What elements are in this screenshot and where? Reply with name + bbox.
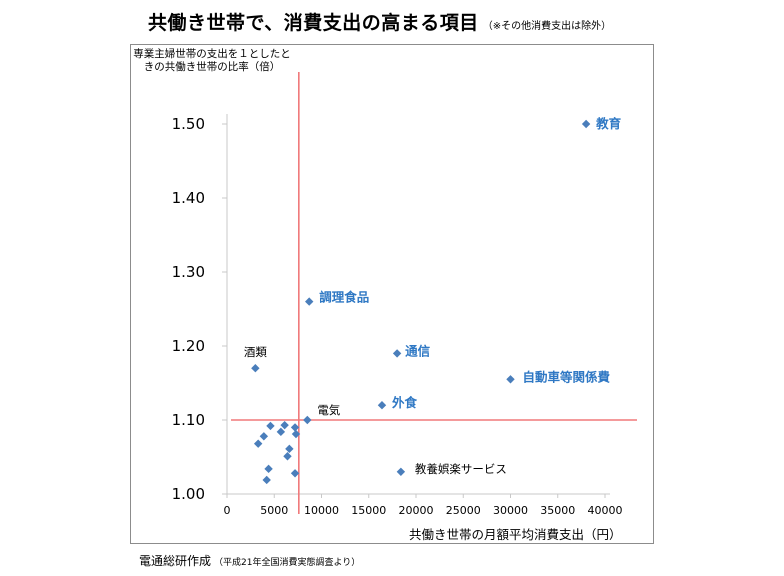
y-tick-label: 1.50	[172, 115, 205, 133]
point-label: 外食	[391, 395, 418, 410]
y-tick-label: 1.10	[172, 411, 205, 429]
x-tick-label: 15000	[351, 504, 386, 517]
point-label: 教育	[595, 116, 622, 131]
y-axis-label: 専業主婦世帯の支出を１としたときの共働き世帯の比率（倍）	[133, 48, 291, 73]
diamond-marker	[285, 444, 294, 454]
source-note: 電通総研作成 （平成21年全国消費実態調査より）	[139, 552, 360, 569]
point-label: 酒類	[244, 345, 267, 359]
diamond-marker	[253, 439, 263, 448]
chart-frame	[130, 44, 654, 544]
point-label: 電気	[317, 403, 340, 417]
source-sub: （平成21年全国消費実態調査より）	[214, 558, 361, 568]
x-tick-label: 20000	[399, 504, 434, 517]
x-tick-label: 5000	[260, 504, 288, 517]
diamond-marker	[396, 467, 406, 476]
diamond-marker	[303, 415, 312, 425]
diamond-marker	[581, 119, 591, 129]
diamond-marker	[280, 420, 289, 430]
y-tick-label: 1.00	[172, 485, 205, 503]
diamond-marker	[262, 475, 271, 485]
diamond-marker	[283, 452, 292, 461]
diamond-marker	[276, 427, 286, 437]
x-tick-label: 35000	[540, 504, 575, 517]
diamond-marker	[392, 349, 402, 358]
x-tick-label: 40000	[588, 504, 623, 517]
y-tick-label: 1.40	[172, 189, 205, 207]
diamond-marker	[290, 423, 300, 432]
x-tick-label: 25000	[446, 504, 481, 517]
diamond-marker	[266, 421, 275, 431]
chart-title: 共働き世帯で、消費支出の高まる項目 （※その他消費支出は除外）	[148, 8, 611, 35]
x-tick-label: 30000	[493, 504, 528, 517]
data-points	[251, 119, 591, 485]
y-tick-label: 1.20	[172, 337, 205, 355]
point-label: 教養娯楽サービス	[415, 462, 507, 476]
diamond-marker	[259, 432, 269, 441]
axes: 1.00 1.10 1.20 1.30 1.40 1.50 0 5000 10000 15000 2…	[172, 114, 623, 517]
diamond-marker	[290, 469, 300, 478]
chart-title-note: （※その他消費支出は除外）	[482, 21, 612, 32]
source-main: 電通総研作成	[139, 554, 212, 568]
x-axis-label: 共働き世帯の月額平均消費支出（円）	[409, 527, 622, 542]
y-tick-label: 1.30	[172, 263, 205, 281]
diamond-marker	[305, 297, 314, 306]
x-tick-label: 0	[224, 504, 231, 517]
diamond-marker	[377, 401, 387, 410]
point-label: 調理食品	[319, 290, 369, 305]
diamond-marker	[506, 375, 515, 384]
diamond-marker	[291, 429, 301, 439]
point-label: 自動車等関係費	[523, 369, 611, 384]
point-label: 通信	[405, 343, 431, 358]
chart-title-main: 共働き世帯で、消費支出の高まる項目	[148, 12, 479, 34]
x-tick-label: 10000	[304, 504, 339, 517]
reference-lines	[231, 72, 637, 514]
diamond-marker	[264, 464, 273, 474]
diamond-marker	[251, 364, 260, 373]
